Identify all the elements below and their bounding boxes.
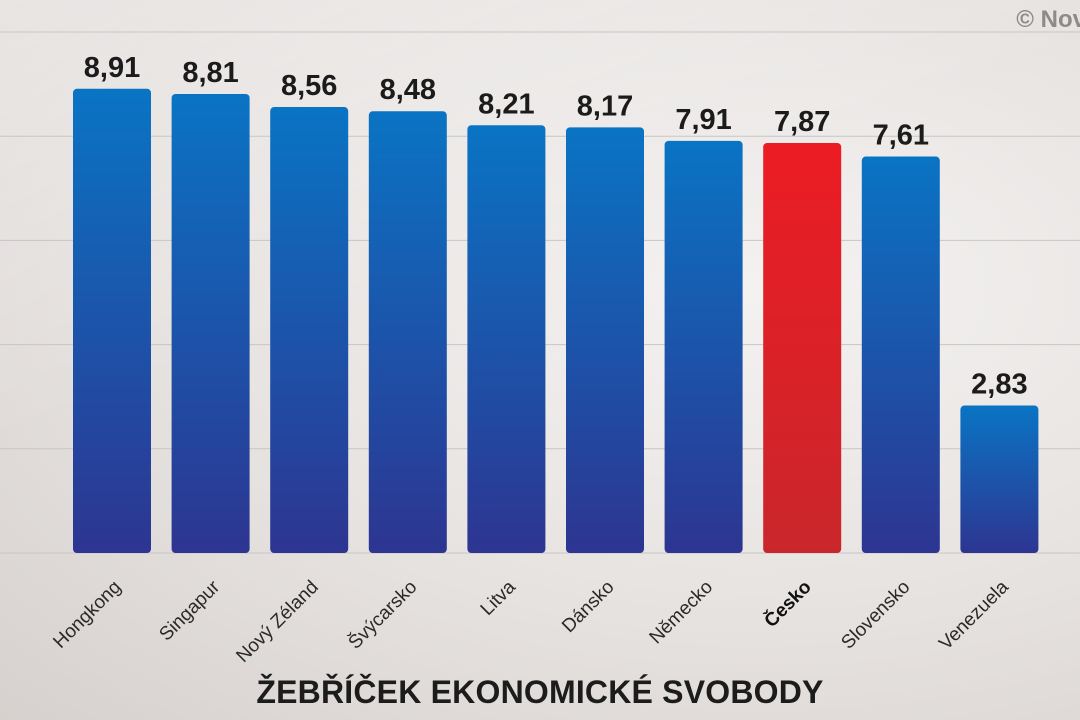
bar-4 bbox=[467, 125, 546, 553]
category-label-9: Venezuela bbox=[935, 576, 1013, 654]
bar-8 bbox=[861, 156, 940, 554]
category-label-6: Německo bbox=[646, 577, 718, 649]
category-labels: Hongkong Singapur Nový Zéland Švýcarsko Litv… bbox=[49, 576, 1013, 667]
bar-6 bbox=[664, 140, 743, 554]
bar-9 bbox=[960, 405, 1039, 553]
bar-3 bbox=[368, 111, 447, 553]
category-label-3: Švýcarsko bbox=[344, 576, 422, 654]
bar-5 bbox=[566, 127, 644, 553]
bar-7 bbox=[763, 142, 842, 553]
value-label-5: 8,17 bbox=[577, 90, 633, 122]
category-label-2: Nový Zéland bbox=[232, 577, 322, 667]
bars bbox=[73, 88, 1039, 554]
value-label-7: 7,87 bbox=[774, 106, 830, 138]
credit-watermark: © Nov bbox=[1016, 6, 1080, 33]
value-label-9: 2,83 bbox=[971, 369, 1027, 401]
value-label-4: 8,21 bbox=[478, 88, 534, 120]
bar-2 bbox=[270, 107, 349, 554]
value-label-8: 7,61 bbox=[873, 120, 929, 152]
category-label-7: Česko bbox=[760, 576, 816, 632]
value-labels: 8,91 8,81 8,56 8,48 8,21 8,17 7,91 7,87 7,61 2,83 bbox=[84, 52, 1028, 401]
category-label-0: Hongkong bbox=[49, 577, 125, 653]
bar-1 bbox=[171, 93, 250, 554]
value-label-6: 7,91 bbox=[675, 104, 731, 136]
category-label-5: Dánsko bbox=[558, 577, 618, 637]
chart-title: ŽEBŘÍČEK EKONOMICKÉ SVOBODY bbox=[256, 674, 824, 710]
value-label-2: 8,56 bbox=[281, 70, 337, 102]
category-label-8: Slovensko bbox=[837, 577, 914, 654]
value-label-3: 8,48 bbox=[380, 74, 436, 106]
value-label-0: 8,91 bbox=[84, 52, 140, 84]
category-label-1: Singapur bbox=[156, 576, 225, 645]
bar-0 bbox=[73, 88, 151, 553]
value-label-1: 8,81 bbox=[182, 57, 238, 89]
category-label-4: Litva bbox=[477, 576, 521, 620]
